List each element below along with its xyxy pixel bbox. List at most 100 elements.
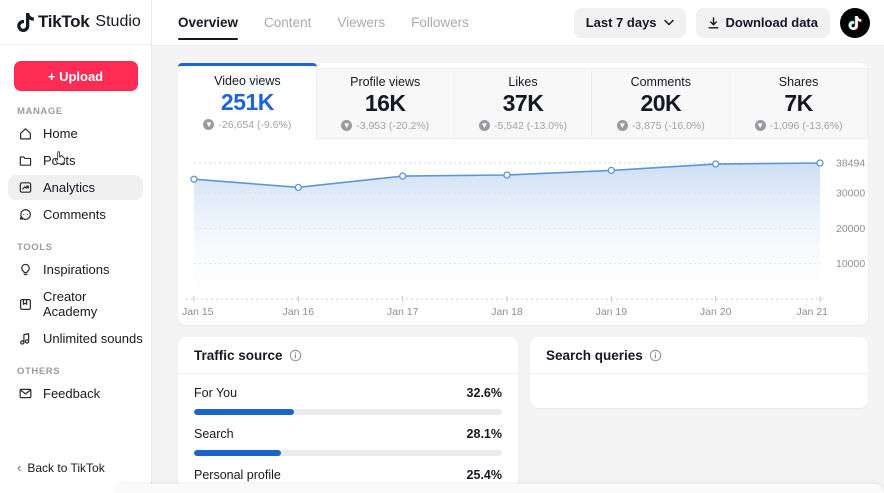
stat-card-likes[interactable]: Likes 37K ▼ -5,542 (-13.0%): [453, 68, 593, 139]
traffic-bar-fill: [194, 409, 295, 415]
sidebar-item-comments[interactable]: Comments: [8, 202, 143, 227]
svg-text:Jan 16: Jan 16: [283, 306, 315, 318]
video-views-trend-chart[interactable]: 10000 20000 30000 38494 Jan 15 Jan 16 Jan 17 Ja…: [178, 143, 868, 323]
info-icon[interactable]: [289, 349, 302, 362]
stat-card-comments[interactable]: Comments 20K ▼ -3,875 (-16.0%): [591, 68, 731, 139]
stat-value: 16K: [364, 90, 406, 117]
stat-card-profile-views[interactable]: Profile views 16K ▼ -3,953 (-20.2%): [315, 68, 455, 139]
sidebar-nav: MANAGE Home Posts Analytics Comments TOO…: [0, 106, 151, 406]
stat-label: Comments: [630, 75, 691, 90]
comments-icon: [19, 209, 31, 220]
stat-label: Shares: [778, 75, 819, 90]
stat-value: 20K: [640, 90, 682, 117]
chevron-left-icon: ‹: [17, 460, 22, 475]
top-bar: Overview Content Viewers Followers Last …: [152, 0, 884, 46]
stat-label: Likes: [508, 75, 538, 90]
search-queries-header: Search queries: [530, 337, 868, 374]
traffic-value: 25.4%: [466, 468, 502, 482]
sidebar-item-creator-academy[interactable]: Creator Academy: [8, 284, 143, 324]
sidebar-item-label: Home: [43, 126, 78, 141]
panel-title: Search queries: [546, 348, 643, 363]
svg-text:30000: 30000: [836, 188, 865, 200]
traffic-bar-track: [194, 450, 502, 456]
traffic-row-search: Search 28.1%: [194, 425, 502, 456]
stat-card-video-views[interactable]: Video views 251K ▼ -26,654 (-9.6%): [178, 63, 317, 139]
arrow-down-icon: ▼: [341, 120, 353, 132]
stat-change: ▼ -3,875 (-16.0%): [616, 119, 705, 132]
traffic-source-header: Traffic source: [178, 337, 518, 374]
profile-avatar[interactable]: [840, 7, 870, 38]
tab-viewers[interactable]: Viewers: [337, 15, 386, 30]
sidebar-item-inspirations[interactable]: Inspirations: [8, 257, 143, 282]
overview-metrics-card: Video views 251K ▼ -26,654 (-9.6%) Profil…: [178, 63, 868, 325]
sidebar-item-unlimited-sounds[interactable]: Unlimited sounds: [8, 326, 143, 351]
date-range-label: Last 7 days: [585, 15, 657, 30]
home-icon: [20, 128, 31, 140]
sidebar-item-feedback[interactable]: Feedback: [8, 381, 143, 406]
info-icon[interactable]: [649, 349, 662, 362]
svg-text:Jan 19: Jan 19: [596, 306, 628, 318]
section-label-others: OTHERS: [17, 366, 61, 377]
arrow-down-icon: ▼: [479, 120, 491, 132]
arrow-down-icon: ▼: [203, 119, 215, 131]
lightbulb-icon: [21, 263, 30, 276]
traffic-label: Search: [194, 427, 234, 441]
stat-value: 7K: [784, 90, 813, 117]
panel-title: Traffic source: [194, 348, 283, 363]
tab-overview[interactable]: Overview: [178, 0, 239, 45]
main-content: Video views 251K ▼ -26,654 (-9.6%) Profil…: [152, 46, 884, 493]
stat-value: 251K: [220, 89, 274, 116]
svg-text:Jan 17: Jan 17: [387, 306, 419, 318]
svg-text:Jan 18: Jan 18: [491, 306, 523, 318]
sidebar-item-label: Posts: [43, 153, 76, 168]
stat-change: ▼ -26,654 (-9.6%): [203, 118, 292, 131]
sidebar-item-label: Inspirations: [43, 262, 110, 277]
stat-change: ▼ -3,953 (-20.2%): [341, 119, 430, 132]
academy-icon: [20, 298, 31, 310]
sidebar-item-home[interactable]: Home: [8, 121, 143, 146]
stat-change: ▼ -1,096 (-13.6%): [754, 119, 843, 132]
svg-text:Jan 15: Jan 15: [182, 306, 214, 318]
arrow-down-icon: ▼: [616, 120, 628, 132]
logo-brand-text: TikTok: [38, 12, 90, 31]
analytics-tabs: Overview Content Viewers Followers: [178, 0, 469, 45]
tiktok-note-icon: [17, 12, 34, 32]
sidebar-item-label: Analytics: [43, 180, 96, 195]
svg-text:Jan 20: Jan 20: [700, 306, 732, 318]
date-range-dropdown[interactable]: Last 7 days: [573, 7, 686, 38]
chevron-down-icon: [663, 19, 674, 26]
traffic-bar-track: [194, 409, 502, 415]
traffic-bar-fill: [194, 450, 281, 456]
stat-card-shares[interactable]: Shares 7K ▼ -1,096 (-13.6%): [729, 68, 868, 139]
tab-followers[interactable]: Followers: [411, 15, 469, 30]
search-queries-panel: Search queries: [530, 337, 868, 408]
tab-content[interactable]: Content: [264, 15, 312, 30]
download-icon: [708, 16, 719, 28]
top-bar-actions: Last 7 days Download data: [573, 7, 884, 38]
upload-button[interactable]: + Upload: [13, 61, 138, 91]
sidebar-item-posts[interactable]: Posts: [8, 148, 143, 173]
svg-text:Jan 21: Jan 21: [796, 306, 828, 318]
traffic-label: For You: [194, 386, 238, 400]
app-logo[interactable]: TikTok Studio: [0, 0, 151, 45]
sidebar-item-label: Creator Academy: [43, 289, 98, 319]
traffic-source-panel: Traffic source For You 32.6% Search 28.1% …: [178, 337, 518, 493]
bottom-window-edge: [115, 484, 884, 493]
sidebar: TikTok Studio + Upload MANAGE Home Posts…: [0, 0, 152, 493]
posts-icon: [19, 156, 32, 166]
stat-value: 37K: [502, 90, 544, 117]
traffic-label: Personal profile: [194, 468, 281, 482]
download-label: Download data: [725, 15, 818, 30]
back-to-tiktok-link[interactable]: ‹ Back to TikTok: [17, 460, 105, 475]
logo-suffix-text: Studio: [95, 13, 141, 30]
svg-text:10000: 10000: [836, 258, 865, 270]
analytics-icon: [19, 182, 32, 193]
sidebar-item-label: Unlimited sounds: [43, 331, 143, 346]
download-data-button[interactable]: Download data: [695, 7, 830, 38]
svg-text:20000: 20000: [836, 223, 865, 235]
sidebar-item-analytics[interactable]: Analytics: [8, 175, 143, 200]
traffic-source-body: For You 32.6% Search 28.1% Personal profil…: [178, 384, 518, 493]
sidebar-item-label: Feedback: [43, 386, 101, 401]
arrow-down-icon: ▼: [754, 120, 766, 132]
